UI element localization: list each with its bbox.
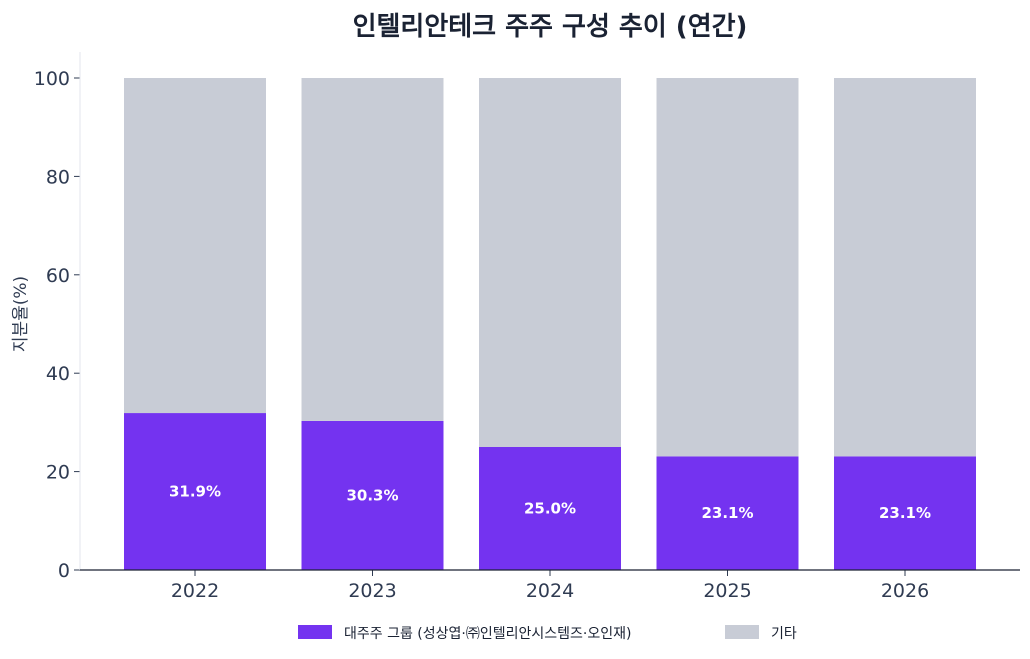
bar-other [124,78,266,414]
x-tick-label: 2025 [703,580,751,602]
bar-other [834,78,976,457]
y-tick-label: 100 [34,68,70,90]
bar-major-shareholders [479,447,621,570]
bar-major-shareholders [656,456,799,570]
legend-swatch-other [725,625,759,639]
bar-major-shareholders [124,413,266,570]
bar-other [479,78,621,447]
y-tick-label: 0 [58,560,70,582]
legend-swatch-major [298,625,332,639]
legend-label-other: 기타 [771,626,797,642]
y-tick-label: 80 [46,166,70,188]
bar-other [656,78,799,457]
bar-major-shareholders [301,420,444,570]
x-axis-ticks: 2022 2023 2024 2025 2026 [171,570,929,602]
x-tick-label: 2023 [348,580,396,602]
y-axis-ticks: 0 20 40 60 80 100 [34,68,80,582]
bar-data-label: 23.1% [701,504,753,522]
y-axis-label: 지분율(%) [11,276,31,352]
y-tick-label: 20 [46,462,70,484]
bar-data-label: 31.9% [169,483,221,501]
x-tick-label: 2024 [526,580,574,602]
bar-data-label: 23.1% [879,504,931,522]
bar-major-shareholders [834,456,976,570]
chart-title: 인텔리안테크 주주 구성 추이 (연간) [353,12,748,42]
legend-label-major: 대주주 그룹 (성상엽·㈜인텔리안시스템즈·오인재) [344,626,631,642]
bar-data-label: 30.3% [346,486,398,504]
x-tick-label: 2026 [881,580,929,602]
bar-data-label: 25.0% [524,500,576,518]
legend: 대주주 그룹 (성상엽·㈜인텔리안시스템즈·오인재) 기타 [298,625,797,642]
y-tick-label: 60 [46,265,70,287]
y-tick-label: 40 [46,363,70,385]
x-tick-label: 2022 [171,580,219,602]
bars: 31.9% 30.3% 25.0% 23.1% 23.1% [124,78,976,570]
bar-other [301,78,444,421]
